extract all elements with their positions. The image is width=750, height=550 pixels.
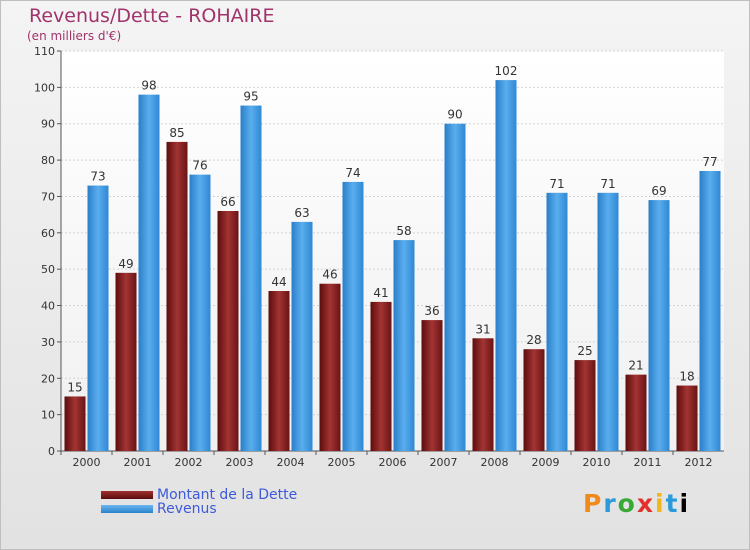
- y-tick-label: 0: [48, 445, 55, 458]
- bar-dette: [625, 374, 647, 451]
- legend-label-revenus: Revenus: [157, 501, 217, 517]
- bar-dette: [370, 301, 392, 451]
- logo-letter: x: [636, 489, 655, 518]
- data-label-dette: 18: [679, 370, 694, 384]
- data-label-dette: 31: [475, 322, 490, 336]
- x-tick-label: 2006: [379, 456, 407, 469]
- y-tick-label: 50: [41, 263, 55, 276]
- bar-revenus: [546, 192, 568, 451]
- logo-letter: i: [655, 489, 666, 518]
- data-label-revenus: 77: [702, 155, 717, 169]
- data-label-dette: 36: [424, 304, 439, 318]
- y-tick-label: 90: [41, 118, 55, 131]
- y-tick-label: 110: [34, 45, 55, 58]
- x-tick-label: 2005: [328, 456, 356, 469]
- bar-revenus: [495, 80, 517, 451]
- x-tick-label: 2001: [124, 456, 152, 469]
- x-tick-label: 2003: [226, 456, 254, 469]
- data-label-revenus: 63: [294, 206, 309, 220]
- y-tick-label: 40: [41, 300, 55, 313]
- y-tick-label: 30: [41, 336, 55, 349]
- bar-dette: [523, 349, 545, 451]
- x-tick-label: 2011: [634, 456, 662, 469]
- logo-letter: t: [665, 489, 680, 518]
- legend-label-dette: Montant de la Dette: [157, 487, 298, 503]
- bar-dette: [217, 211, 239, 451]
- y-tick-label: 60: [41, 227, 55, 240]
- legend-item-dette: Montant de la Dette: [101, 487, 297, 503]
- y-tick-label: 10: [41, 409, 55, 422]
- y-tick-label: 100: [34, 81, 55, 94]
- data-label-revenus: 102: [495, 64, 518, 78]
- logo-letter: P: [583, 489, 604, 518]
- y-tick-label: 80: [41, 154, 55, 167]
- x-tick-label: 2007: [430, 456, 458, 469]
- data-label-revenus: 69: [651, 184, 666, 198]
- data-label-dette: 66: [220, 195, 235, 209]
- data-label-revenus: 71: [600, 177, 615, 191]
- bar-revenus: [87, 185, 109, 451]
- bar-revenus: [648, 200, 670, 451]
- legend-item-revenus: Revenus: [101, 501, 217, 517]
- data-label-revenus: 98: [141, 79, 156, 93]
- x-tick-label: 2008: [481, 456, 509, 469]
- data-label-revenus: 58: [396, 224, 411, 238]
- data-label-revenus: 74: [345, 166, 360, 180]
- plot-area: [61, 51, 724, 451]
- bar-dette: [676, 385, 698, 451]
- bar-revenus: [342, 181, 364, 451]
- x-tick-label: 2002: [175, 456, 203, 469]
- legend-swatch-revenus: [101, 505, 153, 513]
- logo-letter: i: [679, 489, 691, 518]
- data-label-dette: 44: [271, 275, 286, 289]
- bar-dette: [574, 360, 596, 451]
- data-label-dette: 49: [118, 257, 133, 271]
- data-label-dette: 28: [526, 333, 541, 347]
- bar-dette: [64, 396, 86, 451]
- bar-revenus: [444, 123, 466, 452]
- bar-dette: [319, 283, 341, 451]
- bar-revenus: [393, 240, 415, 451]
- bar-revenus: [138, 94, 160, 452]
- chart-subtitle: (en milliers d'€): [27, 29, 122, 43]
- data-label-revenus: 90: [447, 108, 462, 122]
- x-tick-label: 2010: [583, 456, 611, 469]
- bar-dette: [472, 338, 494, 451]
- data-label-dette: 41: [373, 286, 388, 300]
- y-tick-label: 70: [41, 190, 55, 203]
- x-tick-label: 2004: [277, 456, 305, 469]
- data-label-dette: 85: [169, 126, 184, 140]
- proxiti-logo: Proxiti: [583, 489, 690, 518]
- x-tick-label: 2012: [685, 456, 713, 469]
- data-label-dette: 15: [67, 380, 82, 394]
- data-label-revenus: 95: [243, 90, 258, 104]
- x-tick-label: 2000: [73, 456, 101, 469]
- bar-revenus: [240, 105, 262, 451]
- data-label-revenus: 76: [192, 159, 207, 173]
- y-tick-label: 20: [41, 372, 55, 385]
- legend-swatch-dette: [101, 491, 153, 499]
- bar-revenus: [189, 174, 211, 452]
- bar-revenus: [699, 171, 721, 451]
- x-tick-label: 2009: [532, 456, 560, 469]
- bar-dette: [421, 320, 443, 451]
- data-label-revenus: 71: [549, 177, 564, 191]
- bar-revenus: [291, 221, 313, 451]
- data-label-revenus: 73: [90, 170, 105, 184]
- data-label-dette: 21: [628, 359, 643, 373]
- logo-letter: r: [603, 489, 618, 518]
- bar-revenus: [597, 192, 619, 451]
- bar-dette: [268, 291, 290, 451]
- data-label-dette: 46: [322, 268, 337, 282]
- chart-title: Revenus/Dette - ROHAIRE: [29, 5, 275, 27]
- bar-dette: [115, 272, 137, 451]
- logo-letter: o: [617, 489, 637, 518]
- data-label-dette: 25: [577, 344, 592, 358]
- bar-dette: [166, 141, 188, 451]
